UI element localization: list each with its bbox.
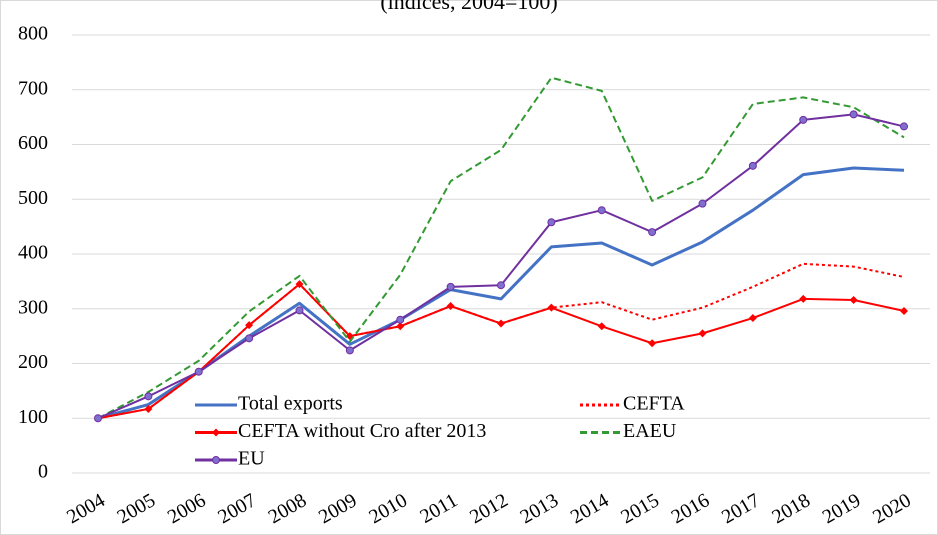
legend-label: CEFTA without Cro after 2013 <box>238 420 486 442</box>
point-marker <box>849 110 858 119</box>
chart-subtitle: (indices, 2004=100) <box>380 0 557 14</box>
y-tick-label: 800 <box>18 23 48 45</box>
point-marker <box>799 115 808 124</box>
x-tick-label: 2020 <box>869 489 915 528</box>
x-tick-label: 2006 <box>164 489 210 528</box>
y-tick-label: 300 <box>18 296 48 318</box>
point-marker <box>396 322 405 331</box>
point-marker <box>144 392 153 401</box>
point-marker <box>94 414 102 423</box>
x-tick-label: 2012 <box>466 489 512 528</box>
point-marker <box>597 206 606 215</box>
legend-label: Total exports <box>238 393 343 415</box>
y-tick-label: 600 <box>18 132 48 154</box>
point-marker <box>547 218 556 227</box>
series-line <box>97 76 905 420</box>
legend-marker <box>212 428 220 437</box>
point-marker <box>748 161 757 170</box>
point-marker <box>446 302 455 311</box>
point-marker <box>446 282 455 291</box>
point-marker <box>748 314 757 323</box>
point-marker <box>396 315 405 324</box>
legend-label: EU <box>238 448 265 470</box>
point-marker <box>295 306 304 315</box>
point-marker <box>497 281 505 290</box>
series-line <box>97 166 905 420</box>
y-tick-label: 500 <box>18 187 48 209</box>
point-marker <box>295 280 304 289</box>
x-tick-label: 2007 <box>214 489 260 528</box>
point-marker <box>849 295 858 304</box>
legend-label: EAEU <box>623 420 677 442</box>
y-tick-label: 100 <box>18 406 48 428</box>
x-tick-label: 2016 <box>668 489 714 528</box>
point-marker <box>698 329 707 338</box>
series-line <box>97 113 905 420</box>
point-marker <box>597 322 606 331</box>
y-tick-label: 0 <box>38 461 48 483</box>
x-tick-label: 2009 <box>315 489 361 528</box>
x-tick-label: 2013 <box>517 489 563 528</box>
point-marker <box>900 122 908 131</box>
x-tick-label: 2014 <box>567 489 613 528</box>
y-tick-label: 200 <box>18 351 48 373</box>
point-marker <box>547 303 556 312</box>
point-marker <box>900 306 908 315</box>
legend-label: CEFTA <box>623 393 685 415</box>
x-tick-label: 2017 <box>718 489 764 528</box>
point-marker <box>144 404 153 413</box>
x-tick-label: 2005 <box>114 489 160 528</box>
y-tick-label: 400 <box>18 242 48 264</box>
x-tick-label: 2011 <box>416 489 461 528</box>
point-marker <box>698 199 707 208</box>
x-tick-label: 2019 <box>819 489 865 528</box>
x-tick-label: 2008 <box>265 489 311 528</box>
x-tick-label: 2015 <box>617 489 663 528</box>
point-marker <box>194 367 203 376</box>
legend-marker <box>212 456 220 464</box>
point-marker <box>799 294 808 303</box>
x-tick-label: 2018 <box>768 489 814 528</box>
point-marker <box>648 339 657 348</box>
point-marker <box>345 346 354 355</box>
point-marker <box>245 334 254 343</box>
point-marker <box>497 319 505 328</box>
y-tick-label: 700 <box>18 77 48 99</box>
point-marker <box>245 321 254 330</box>
x-tick-label: 2004 <box>63 489 109 528</box>
x-tick-label: 2010 <box>365 489 411 528</box>
series-line <box>97 283 905 420</box>
point-marker <box>648 228 657 237</box>
